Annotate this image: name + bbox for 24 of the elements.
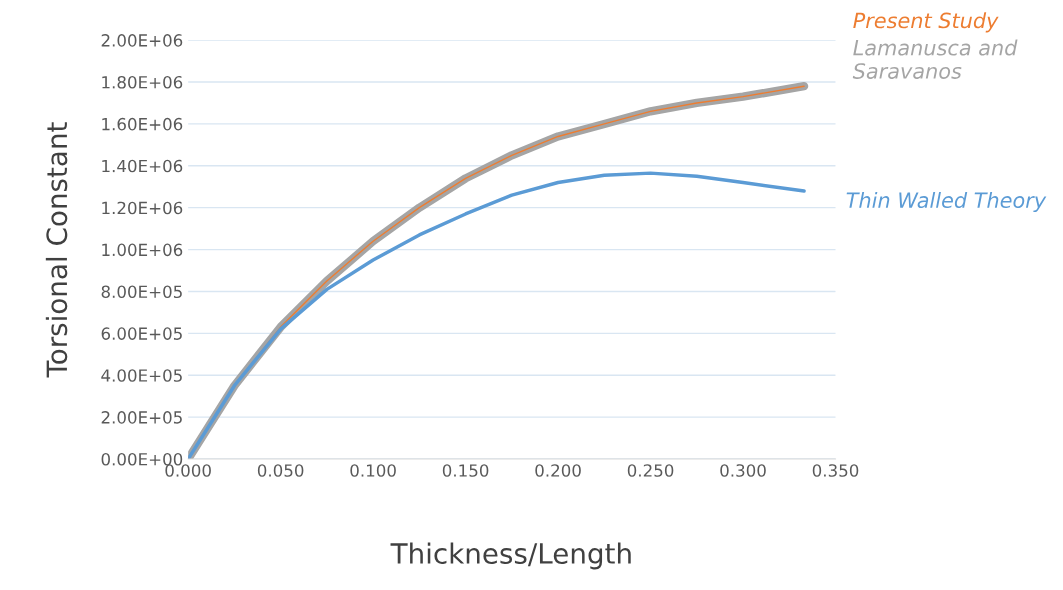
y-tick-label: 1.00E+06 [102,243,183,257]
x-tick-label: 0.000 [165,464,211,477]
y-tick-label: 4.00E+05 [101,369,182,382]
y-tick-label: 0.00E+00 [101,452,183,466]
y-tick-label: 6.00E+05 [101,327,182,340]
x-tick-label: 0.350 [812,464,859,477]
x-tick-label: 0.300 [720,464,766,477]
y-axis-title: Torsional Constant [45,122,68,378]
text: Thin Walled Theory [846,191,1047,213]
x-tick-label: 0.250 [627,464,674,477]
y-tick-label: 2.00E+06 [101,34,183,47]
x-tick-label: 0.200 [535,464,581,477]
y-tick-label: 1.60E+06 [102,117,183,131]
text: Present Study [853,12,999,33]
y-tick-label: 1.40E+06 [102,159,183,173]
y-tick-label: 8.00E+05 [101,285,182,299]
y-tick-label: 2.00E+05 [101,411,182,424]
y-tick-label: 1.80E+06 [102,75,183,89]
x-tick-label: 0.150 [442,464,489,477]
x-axis-title: Thickness/Length [390,542,631,570]
x-tick-label: 0.050 [257,464,304,477]
y-tick-label: 1.20E+06 [102,201,183,215]
text: Lamanusca and Saravanos [852,39,1018,79]
x-tick-label: 0.100 [350,464,396,477]
